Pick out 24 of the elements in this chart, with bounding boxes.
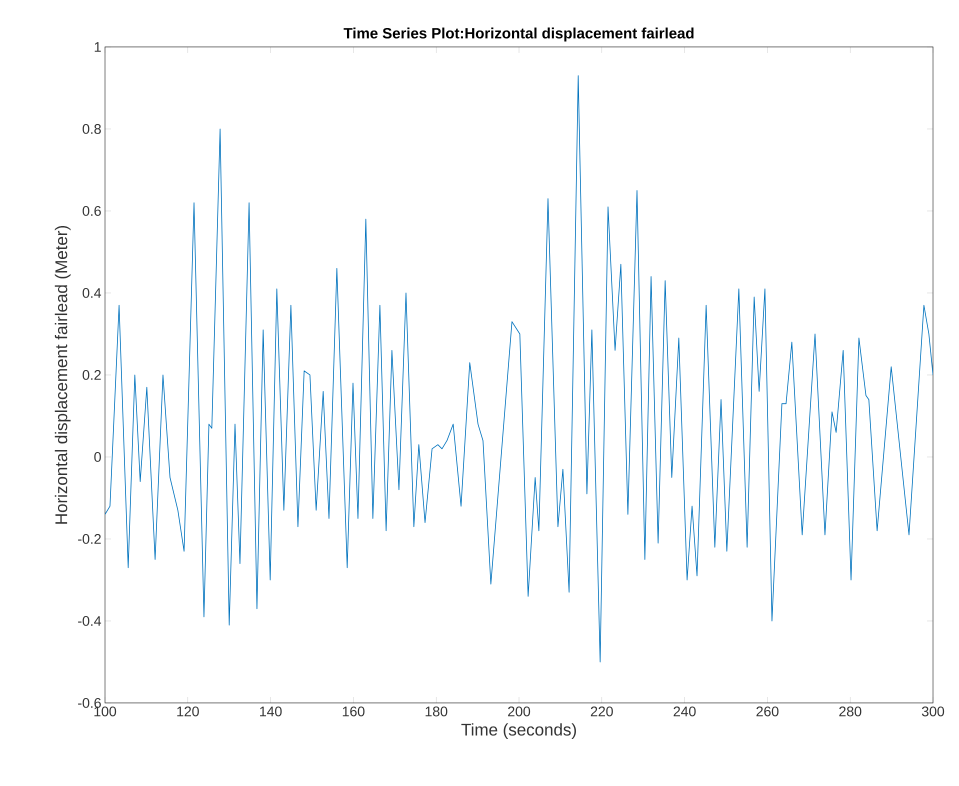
x-tick-label: 260 (756, 706, 779, 716)
x-tick-label: 300 (922, 706, 944, 716)
x-tick-label: 220 (590, 706, 613, 716)
x-tick-label: 180 (426, 706, 448, 716)
x-tick-label: 200 (508, 706, 530, 716)
line-series (105, 75, 934, 662)
y-tick-label: 0.6 (82, 206, 101, 216)
y-tick-label: 1 (94, 42, 101, 52)
x-tick-label: 140 (260, 706, 282, 716)
y-axis-title: Horizontal displacement fairlead (Meter) (54, 226, 71, 524)
x-tick-label: 120 (177, 706, 199, 716)
x-tick-label: 280 (839, 706, 862, 716)
y-tick-label: -0.4 (78, 616, 102, 626)
x-axis-title: Time (seconds) (461, 723, 576, 739)
chart-title: Time Series Plot:Horizontal displacement fairlead (344, 28, 694, 42)
y-tick-label: 0.4 (82, 288, 102, 298)
y-tick-label: -0.6 (78, 698, 101, 708)
y-tick-label: -0.2 (78, 534, 101, 544)
x-tick-label: 100 (94, 706, 116, 716)
y-tick-label: 0.8 (82, 124, 101, 134)
x-tick-label: 160 (342, 706, 364, 716)
y-tick-label: 0 (94, 452, 101, 462)
y-tick-label: 0.2 (82, 370, 101, 380)
x-tick-label: 240 (674, 706, 696, 716)
